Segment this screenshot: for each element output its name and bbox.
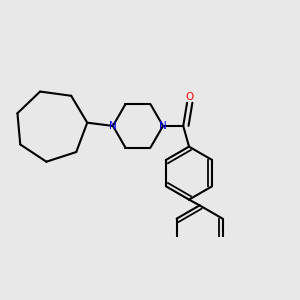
Text: O: O (186, 92, 194, 101)
Text: N: N (109, 121, 117, 131)
Text: N: N (159, 121, 167, 131)
